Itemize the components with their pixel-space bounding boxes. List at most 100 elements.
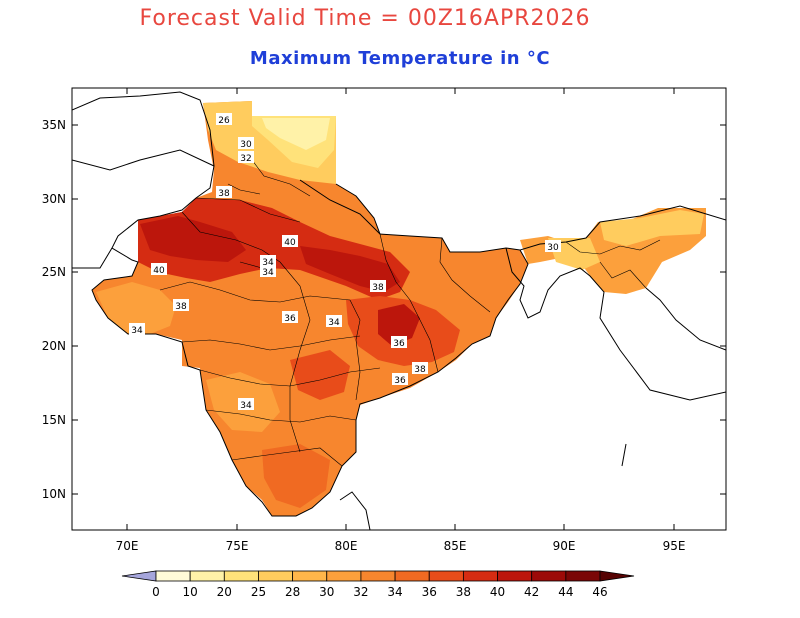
latitude-axis: 35N 30N 25N 20N 15N 10N [42,118,726,501]
map-frame [71,87,727,531]
china-border [72,149,215,171]
colorbar-label: 46 [592,585,607,599]
tamilnadu-hot-zone [262,444,330,508]
colorbar: 0 10 20 25 28 30 32 34 36 38 40 42 44 46 [121,570,635,599]
contour-label-bg [391,336,407,348]
lat-tick-label: 30N [42,192,66,206]
colorbar-swatch [462,570,498,582]
state-line-3 [159,281,351,303]
bangladesh-border [505,247,726,401]
contour-label-bg [129,323,145,335]
colorbar-label: 30 [319,585,334,599]
colorbar-label: 40 [490,585,505,599]
contour-label-bg [238,137,254,149]
contour-label: 30 [547,243,559,253]
gujarat-cool-zone [96,282,176,334]
contour-label: 40 [153,266,165,276]
colorbar-swatch [223,570,259,582]
contour-label: 34 [240,401,252,411]
contour-label-bg [238,151,254,163]
state-line-12 [251,159,311,197]
colorbar-swatch [258,570,294,582]
contour-label: 38 [414,365,426,375]
myanmar-border [645,287,726,351]
state-line-16 [599,261,647,289]
contour-label: 32 [240,154,251,164]
longitude-axis: 70E 75E 80E 85E 90E 95E [116,88,686,553]
colorbar-max-arrow [599,570,635,582]
contour-label-bg [326,315,342,327]
colorbar-min-arrow [121,570,157,582]
state-line-1 [195,197,301,223]
state-line-10 [379,233,439,373]
rajasthan-hottest-zone [140,216,246,262]
colorbar-swatch [394,570,430,582]
pakistan-border [72,247,113,269]
odisha-hottest-zone [378,304,420,346]
contour-label-bg [392,373,408,385]
colorbar-swatch [360,570,396,582]
lat-tick-label: 10N [42,487,66,501]
nepal-bhutan-border [299,179,381,235]
contour-label-bg [260,255,276,267]
forecast-title: Forecast Valid Time = 00Z16APR2026 [139,6,591,31]
contour-label-bg [412,362,428,374]
colorbar-label: 36 [422,585,437,599]
state-line-11 [439,237,491,313]
colorbar-label: 42 [524,585,539,599]
state-line-2 [181,211,281,263]
contour-label: 34 [262,258,274,268]
contour-label: 38 [175,302,187,312]
contour-label: 34 [131,326,143,336]
contour-label-bg [282,235,298,247]
state-line-9 [349,299,361,401]
lat-tick-label: 20N [42,339,66,353]
temperature-field [92,101,706,516]
colorbar-label: 32 [353,585,368,599]
lon-tick-label: 70E [116,539,139,553]
lon-tick-label: 95E [663,539,686,553]
srilanka-outline [339,491,371,530]
colorbar-swatch [428,570,464,582]
colorbar-swatch [155,570,191,582]
contour-label-bg [173,299,189,311]
contour-label-bg [151,263,167,275]
contour-label: 30 [240,140,252,150]
contour-label: 36 [394,376,406,386]
deccan-hot-zone [290,350,350,400]
colorbar-swatch [189,570,225,582]
lat-tick-label: 25N [42,265,66,279]
arunachal-cool-zone [600,210,704,246]
colorbar-label: 44 [558,585,573,599]
contour-label: 34 [328,318,340,328]
colorbar-label: 28 [285,585,300,599]
state-line-8 [279,261,311,453]
state-line-15 [565,239,661,255]
ladakh-cool-zone [262,118,330,150]
colorbar-label: 34 [387,585,402,599]
colorbar-swatch [292,570,328,582]
contour-label-bg [216,113,232,125]
state-line-7 [231,447,343,467]
colorbar-swatch [326,570,362,582]
contour-label: 38 [218,189,230,199]
lon-tick-label: 80E [335,539,358,553]
contour-label: 26 [218,116,230,126]
contour-label: 36 [284,314,296,324]
colorbar-swatch [497,570,533,582]
state-line-4 [181,335,361,351]
contour-label: 34 [262,268,274,278]
contour-label: 40 [284,238,296,248]
colorbar-label: 0 [152,585,160,599]
contour-label-bg [282,311,298,323]
colorbar-swatch [531,570,567,582]
map-subtitle: Maximum Temperature in °C [249,48,551,69]
lon-tick-label: 85E [444,539,467,553]
colorbar-label: 10 [183,585,198,599]
andaman-islands [621,443,627,467]
state-line-6 [205,409,357,423]
contour-label-bg [545,240,561,252]
himalaya-border [335,183,521,253]
